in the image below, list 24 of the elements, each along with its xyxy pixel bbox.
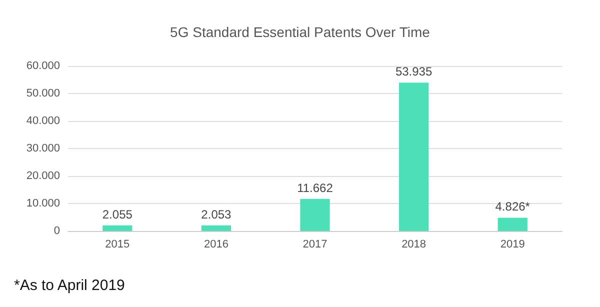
y-tick-label: 10.000	[26, 198, 60, 210]
chart-title: 5G Standard Essential Patents Over Time	[170, 24, 430, 40]
data-label: 53.935	[395, 64, 432, 79]
data-label: 2.053	[201, 207, 232, 222]
x-tick-label: 2017	[302, 238, 328, 250]
bar	[300, 198, 330, 231]
y-tick-label: 0	[54, 225, 60, 237]
y-tick-label: 20.000	[26, 170, 60, 182]
text: *As to April 2019	[14, 277, 125, 294]
y-tick-label: 40.000	[26, 115, 60, 127]
bar	[201, 225, 232, 231]
bar	[498, 218, 528, 231]
data-label: 11.662	[297, 180, 334, 195]
x-tick-label: 2018	[402, 238, 426, 250]
x-tick-label: 2016	[204, 238, 228, 250]
x-tick-label: 2015	[105, 238, 130, 250]
bar	[398, 82, 429, 231]
y-tick-label: 60.000	[26, 60, 60, 72]
y-tick-label: 30.000	[26, 142, 60, 154]
bar	[102, 225, 132, 231]
data-label: 4.826*	[495, 200, 530, 214]
data-label: 2.055	[102, 207, 133, 222]
y-tick-label: 50.000	[26, 88, 60, 100]
x-tick-label: 2019	[500, 238, 525, 250]
